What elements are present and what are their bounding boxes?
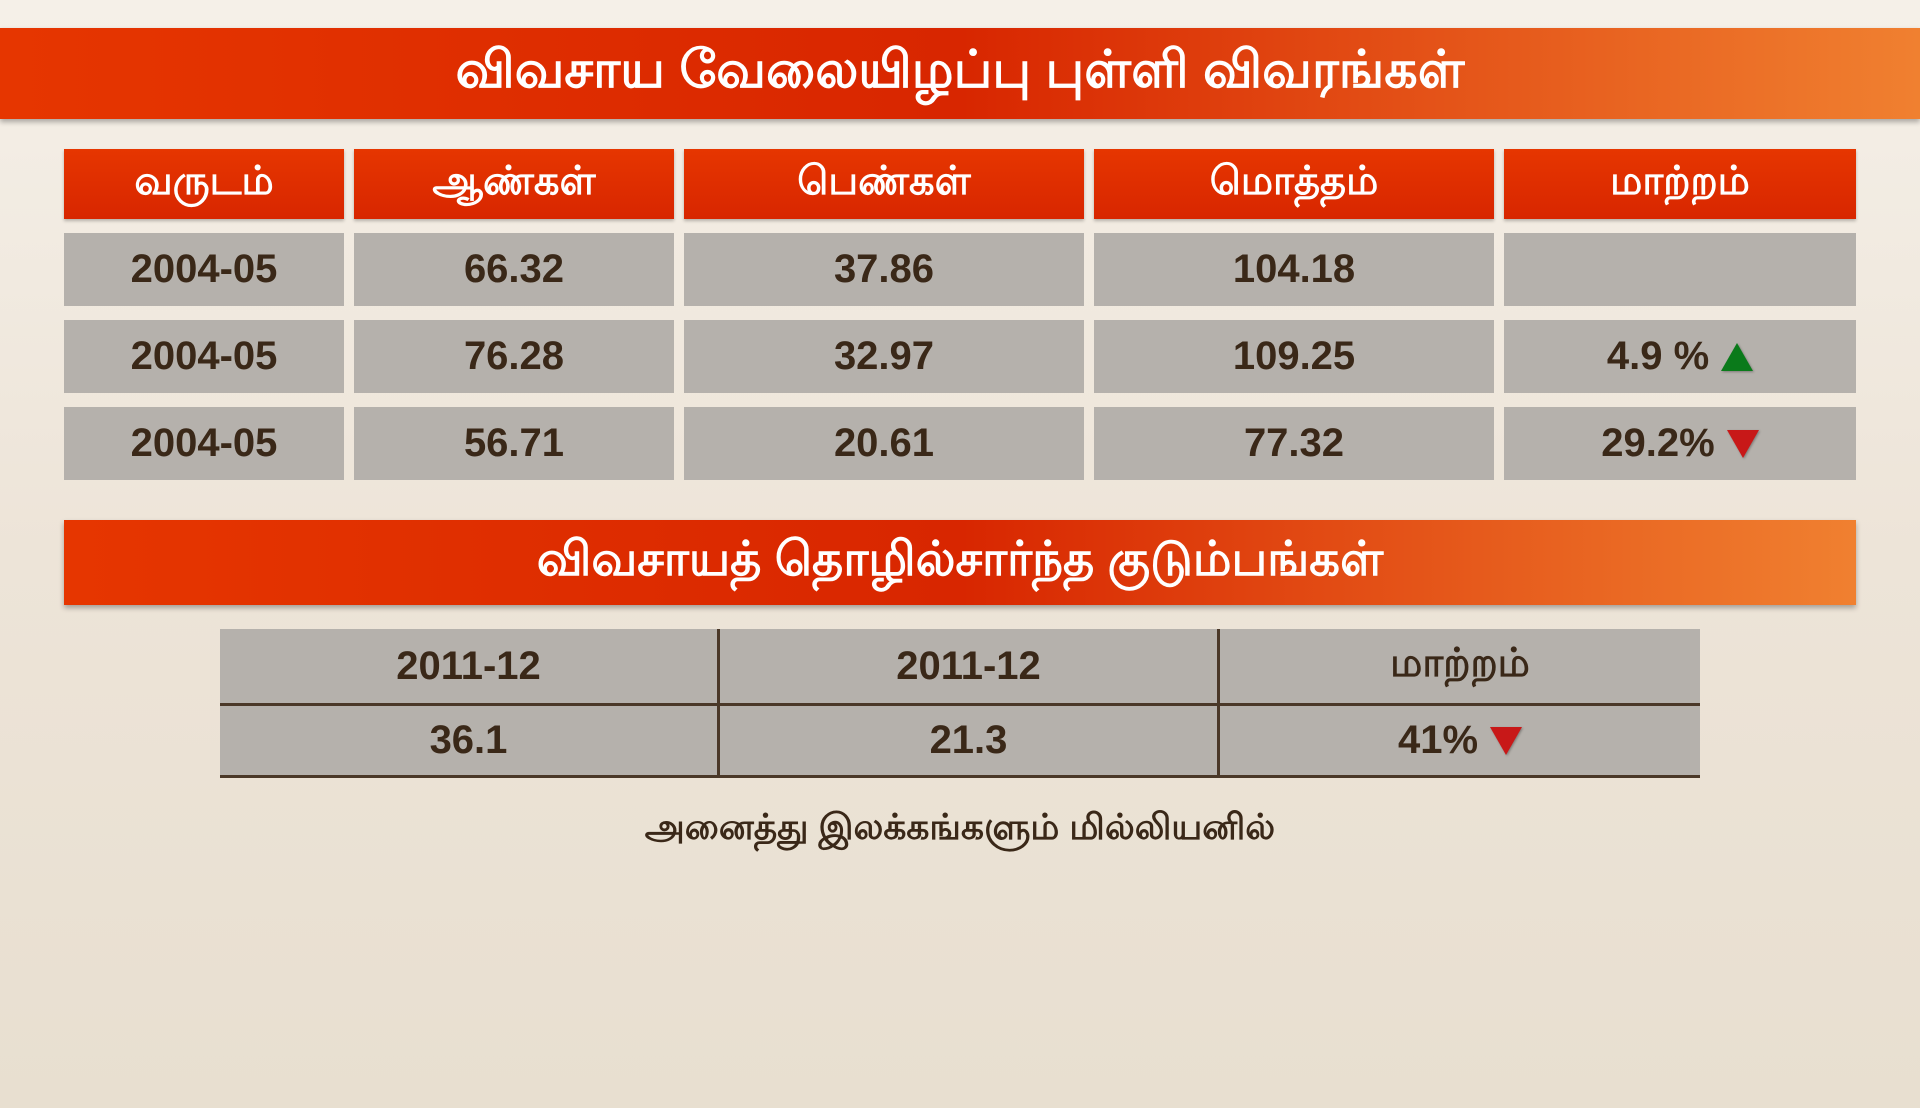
change-value: 29.2% bbox=[1601, 421, 1714, 466]
footnote-text: அனைத்து இலக்கங்களும் மில்லியனில் bbox=[0, 806, 1920, 853]
table-1: வருடம் ஆண்கள் பெண்கள் மொத்தம் மாற்றம் 20… bbox=[64, 149, 1856, 480]
t2-val-1: 36.1 bbox=[220, 706, 720, 778]
cell-total: 109.25 bbox=[1094, 320, 1494, 393]
table-1-header-row: வருடம் ஆண்கள் பெண்கள் மொத்தம் மாற்றம் bbox=[64, 149, 1856, 219]
col-header-change: மாற்றம் bbox=[1504, 149, 1856, 219]
cell-male: 66.32 bbox=[354, 233, 674, 306]
table-row: 2004-05 66.32 37.86 104.18 bbox=[64, 233, 1856, 306]
col-header-female: பெண்கள் bbox=[684, 149, 1084, 219]
change-value: 4.9 % bbox=[1607, 334, 1709, 379]
cell-year: 2004-05 bbox=[64, 233, 344, 306]
t2-header-1: 2011-12 bbox=[220, 629, 720, 706]
cell-total: 104.18 bbox=[1094, 233, 1494, 306]
t2-change-value: 41% bbox=[1398, 718, 1478, 763]
t2-header-change: மாற்றம் bbox=[1220, 629, 1700, 706]
sub-title-bar: விவசாயத் தொழில்சார்ந்த குடும்பங்கள் bbox=[64, 520, 1856, 605]
cell-year: 2004-05 bbox=[64, 320, 344, 393]
t2-change: 41% bbox=[1220, 706, 1700, 778]
col-header-male: ஆண்கள் bbox=[354, 149, 674, 219]
cell-change: 29.2% bbox=[1504, 407, 1856, 480]
col-header-year: வருடம் bbox=[64, 149, 344, 219]
cell-female: 32.97 bbox=[684, 320, 1084, 393]
cell-year: 2004-05 bbox=[64, 407, 344, 480]
table-row: 2004-05 76.28 32.97 109.25 4.9 % bbox=[64, 320, 1856, 393]
cell-female: 20.61 bbox=[684, 407, 1084, 480]
main-title-text: விவசாய வேலையிழப்பு புள்ளி விவரங்கள் bbox=[455, 41, 1464, 99]
arrow-up-icon bbox=[1721, 343, 1753, 371]
t2-val-2: 21.3 bbox=[720, 706, 1220, 778]
cell-male: 56.71 bbox=[354, 407, 674, 480]
sub-title-text: விவசாயத் தொழில்சார்ந்த குடும்பங்கள் bbox=[537, 533, 1384, 586]
arrow-down-icon bbox=[1727, 430, 1759, 458]
cell-change bbox=[1504, 233, 1856, 306]
col-header-total: மொத்தம் bbox=[1094, 149, 1494, 219]
arrow-down-icon bbox=[1490, 727, 1522, 755]
table-2-data-row: 36.1 21.3 41% bbox=[220, 706, 1700, 778]
cell-female: 37.86 bbox=[684, 233, 1084, 306]
t2-header-2: 2011-12 bbox=[720, 629, 1220, 706]
table-2-header-row: 2011-12 2011-12 மாற்றம் bbox=[220, 629, 1700, 706]
table-2: 2011-12 2011-12 மாற்றம் 36.1 21.3 41% bbox=[220, 629, 1700, 778]
cell-male: 76.28 bbox=[354, 320, 674, 393]
table-row: 2004-05 56.71 20.61 77.32 29.2% bbox=[64, 407, 1856, 480]
cell-change: 4.9 % bbox=[1504, 320, 1856, 393]
cell-total: 77.32 bbox=[1094, 407, 1494, 480]
main-title-bar: விவசாய வேலையிழப்பு புள்ளி விவரங்கள் bbox=[0, 28, 1920, 119]
